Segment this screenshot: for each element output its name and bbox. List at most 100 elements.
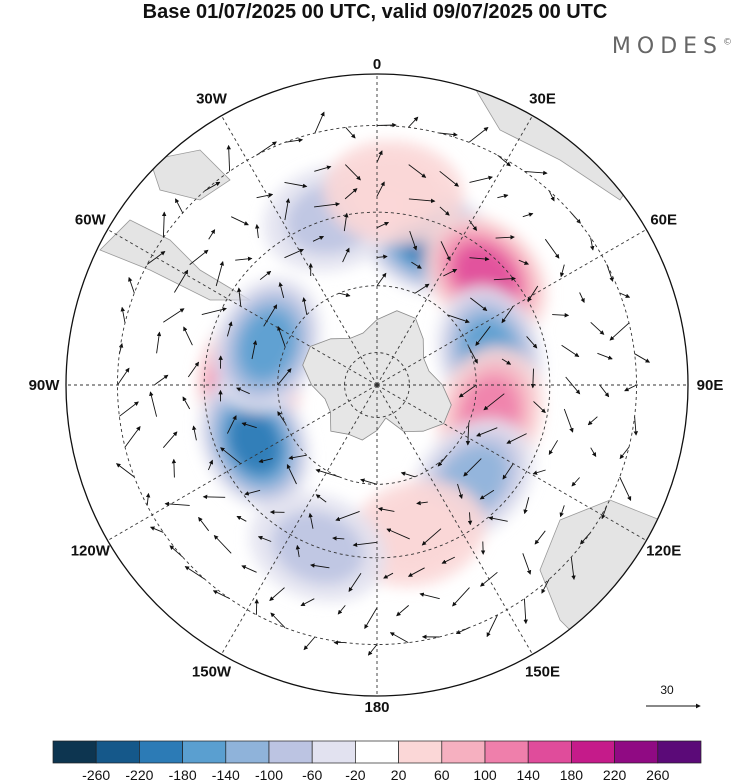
longitude-label: 30E: [529, 90, 556, 107]
wind-arrow: [476, 427, 498, 437]
wind-arrow: [455, 627, 470, 634]
wind-arrow: [332, 536, 345, 541]
wind-arrow: [269, 587, 285, 601]
wind-arrow: [303, 636, 316, 651]
colorbar-tick-label: 20: [391, 767, 407, 783]
wind-arrow: [587, 416, 598, 426]
anomaly-contour: [346, 157, 441, 228]
wind-arrow: [526, 336, 538, 349]
wind-arrow: [571, 477, 580, 487]
wind-arrow: [414, 283, 430, 294]
wind-arrow: [468, 127, 489, 143]
wind-arrow: [120, 306, 126, 323]
wind-arrow: [182, 396, 191, 410]
wind-arrow: [117, 367, 130, 386]
wind-arrow: [187, 361, 200, 378]
longitude-label: 150W: [192, 664, 232, 681]
wind-arrow: [527, 285, 539, 302]
wind-arrow: [207, 459, 214, 471]
colorbar-cell: [484, 740, 529, 764]
colorbar-cell: [657, 740, 702, 764]
wind-arrow: [468, 219, 478, 232]
colorbar-tick-label: 260: [646, 767, 670, 783]
brand-mark: ©: [723, 37, 732, 48]
wind-arrow: [343, 212, 349, 232]
wind-arrow: [439, 132, 458, 137]
meridian-line: [221, 115, 378, 386]
wind-arrow: [128, 276, 135, 294]
wind-arrow: [530, 368, 536, 389]
longitude-label: 60E: [650, 212, 677, 229]
colorbar-cell: [355, 740, 399, 764]
wind-arrow: [348, 572, 362, 593]
wind-arrow: [565, 376, 581, 395]
wind-arrow: [396, 605, 409, 617]
latitude-circle: [203, 211, 551, 559]
wind-arrow: [376, 181, 385, 197]
wind-arrow: [344, 188, 358, 200]
wind-arrow: [376, 254, 388, 260]
wind-arrow: [277, 411, 286, 424]
wind-arrow: [119, 401, 139, 417]
wind-arrow: [439, 206, 450, 216]
wind-arrow: [634, 353, 651, 363]
wind-arrow: [590, 447, 597, 458]
wind-arrow: [559, 264, 565, 278]
map-border: [65, 73, 689, 697]
wind-arrow: [419, 592, 440, 600]
wind-arrow: [226, 415, 237, 434]
wind-arrow: [295, 544, 301, 558]
wind-arrow: [506, 433, 527, 444]
wind-arrow: [400, 471, 416, 478]
wind-arrow: [277, 368, 292, 386]
wind-arrow: [465, 422, 471, 446]
wind-arrow: [570, 557, 576, 581]
longitude-label: 0: [373, 56, 381, 73]
wind-arrow: [541, 579, 550, 594]
wind-arrow: [337, 605, 346, 615]
wind-arrow: [314, 111, 325, 134]
wind-arrow: [244, 489, 261, 496]
wind-arrow: [284, 181, 308, 189]
wind-arrow: [235, 256, 253, 262]
wind-arrow: [497, 193, 509, 199]
wind-arrow: [488, 516, 508, 522]
longitude-label: 180: [364, 699, 389, 716]
colorbar-tick-label: -60: [302, 767, 322, 783]
wind-arrow: [458, 384, 477, 398]
wind-arrow: [421, 528, 442, 546]
colorbar-cell: [571, 740, 615, 764]
wind-arrow: [523, 598, 528, 625]
wind-arrow: [470, 297, 488, 311]
wind-arrow: [256, 141, 277, 156]
wind-arrow: [443, 268, 458, 277]
latitude-circle: [277, 285, 477, 485]
wind-arrow: [270, 612, 286, 629]
colorbar-tick-label: -220: [125, 767, 153, 783]
wind-arrow: [284, 138, 304, 143]
meridian-line: [376, 384, 533, 655]
wind-arrow: [468, 346, 478, 364]
wind-arrow: [493, 276, 516, 281]
wind-arrow: [469, 175, 493, 183]
wind-arrow: [377, 506, 395, 512]
wind-arrow: [315, 468, 340, 478]
wind-arrow: [220, 447, 242, 465]
meridian-line: [376, 115, 533, 386]
meridian-line: [376, 384, 647, 541]
colorbar-tick-label: -100: [255, 767, 283, 783]
wind-arrow: [312, 235, 325, 242]
longitude-labels: 0 30E 60E 90E 120E 150E 180 150W 120W 90W 60W 30W: [29, 56, 724, 716]
wind-arrow: [204, 181, 221, 192]
wind-arrow: [241, 422, 257, 429]
wind-arrow: [154, 374, 169, 386]
wind-arrow: [523, 497, 530, 515]
wind-arrow: [150, 526, 164, 533]
wind-arrow: [288, 454, 307, 460]
wind-arrow: [257, 535, 272, 542]
wind-arrow: [416, 500, 428, 506]
wind-arrow: [534, 530, 546, 545]
brand-name: MODES: [611, 34, 723, 59]
meridian-line: [107, 384, 378, 541]
wind-arrow: [408, 164, 427, 178]
